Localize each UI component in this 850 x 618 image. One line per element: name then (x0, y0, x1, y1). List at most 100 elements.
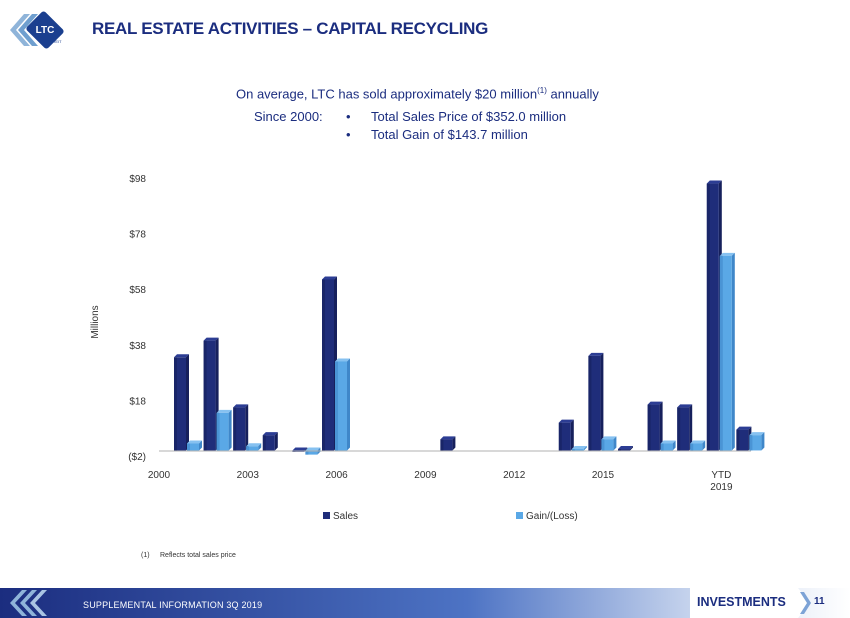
bar-shade (571, 449, 575, 451)
bar-top (440, 436, 456, 440)
bar-gain-2016 (660, 440, 676, 451)
bar-face (690, 443, 703, 451)
x-tick-label: 2003 (237, 470, 260, 481)
bar-shade (174, 357, 177, 451)
bar-top (558, 419, 574, 423)
bar-shade (187, 443, 190, 451)
y-tick-label: $98 (129, 174, 146, 185)
x-tick-label: 2000 (148, 470, 171, 481)
bar-side (228, 409, 232, 451)
bullet-item: • Total Sales Price of $352.0 million (346, 109, 566, 127)
bar-shade (305, 450, 309, 455)
y-tick-label: $18 (129, 396, 146, 407)
bar-shade (690, 443, 694, 451)
bar-face (305, 450, 318, 455)
bar-top (571, 446, 587, 450)
bar-gain-ytd-2019 (749, 432, 765, 451)
bar-top (203, 337, 219, 341)
footer-band (0, 588, 850, 618)
bar-top (749, 432, 765, 436)
y-tick-label: $38 (129, 341, 146, 352)
bar-top (660, 440, 676, 444)
bullet-item: • Total Gain of $143.7 million (346, 127, 566, 145)
footnote-number: (1) (141, 552, 150, 559)
bar-shade (335, 361, 338, 451)
footnote-ref: (1) (537, 86, 547, 95)
bullet-text: Total Gain of $143.7 million (371, 127, 528, 142)
bar-top (262, 432, 278, 436)
bar-face (601, 439, 614, 451)
bar-shade (233, 407, 237, 451)
bar-shade (558, 422, 562, 451)
page-number: 11 (814, 596, 825, 607)
bar-shade (660, 443, 664, 451)
bar-side (583, 446, 587, 451)
bar-top (690, 440, 706, 444)
bar-shade (601, 439, 605, 451)
logo-text: LTC (36, 25, 55, 36)
logo-subtext: REIT (52, 39, 62, 44)
bar-shade (262, 435, 266, 451)
bar-shade (246, 446, 250, 451)
bar-face (660, 443, 673, 451)
bar-side (274, 432, 278, 451)
legend-label: Sales (333, 511, 358, 522)
bar-top (233, 404, 249, 408)
bar-face (187, 443, 199, 451)
bar-side (258, 443, 262, 451)
bar-gain-2002 (246, 443, 262, 451)
bar-gain-2018 (719, 252, 735, 451)
section-tag: INVESTMENTS (697, 595, 786, 609)
footer-text: SUPPLEMENTAL INFORMATION 3Q 2019 (83, 600, 263, 610)
bar-shade (588, 355, 592, 451)
bar-side (347, 358, 350, 451)
bar-sales-2017 (677, 404, 693, 451)
y-tick-label: ($2) (128, 452, 146, 463)
bar-top (647, 401, 663, 405)
y-axis-label: Millions (90, 305, 101, 338)
bar-gain-2017 (690, 440, 706, 451)
y-tick-label: $58 (129, 285, 146, 296)
bar-side (761, 432, 765, 451)
bar-side (600, 352, 604, 451)
legend-swatch (516, 512, 523, 519)
bar-sales-2013 (558, 419, 574, 451)
bar-side (570, 419, 574, 451)
bar-face (440, 439, 453, 451)
bar-sales-2018 (706, 180, 722, 451)
average-statement: On average, LTC has sold approximately $… (236, 86, 599, 101)
x-tick-label: YTD 2019 (710, 470, 733, 493)
footnote-text: Reflects total sales price (160, 552, 236, 559)
sales-gain-bar-chart: ($2) $18 $38 $58 $78 $98 2000 2003 2006 2009 2012… (90, 174, 765, 522)
bar-side (689, 404, 693, 451)
x-tick-label: 2015 (592, 470, 615, 481)
average-suffix: annually (546, 86, 599, 102)
y-axis-ticks: ($2) $18 $38 $58 $78 $98 (128, 174, 146, 463)
bar-side (199, 440, 202, 451)
bullet-dot: • (346, 127, 351, 142)
bar-side (702, 440, 706, 451)
bar-shade (216, 412, 220, 451)
bar-gain-2005 (335, 358, 350, 451)
bar-side (731, 252, 735, 451)
bar-top (174, 354, 189, 358)
bar-side (452, 436, 456, 451)
bar-side (613, 436, 617, 451)
bar-side (186, 354, 189, 451)
bar-side (659, 401, 663, 451)
bar-shade (706, 183, 710, 451)
bar-sales-2014 (588, 352, 604, 451)
bar-gain-2001 (216, 409, 232, 451)
bar-top (187, 440, 202, 444)
bar-top (706, 180, 722, 184)
legend-label: Gain/(Loss) (526, 511, 578, 522)
bar-top (322, 276, 337, 280)
bar-sales-2015 (618, 446, 633, 451)
bar-top (719, 252, 735, 256)
bar-sales-ytd-2019 (736, 426, 752, 451)
bar-side (630, 446, 633, 451)
since-label: Since 2000: (254, 109, 323, 124)
bar-side (245, 404, 249, 451)
bullet-dot: • (346, 109, 351, 124)
page-title: REAL ESTATE ACTIVITIES – CAPITAL RECYCLI… (92, 19, 489, 38)
